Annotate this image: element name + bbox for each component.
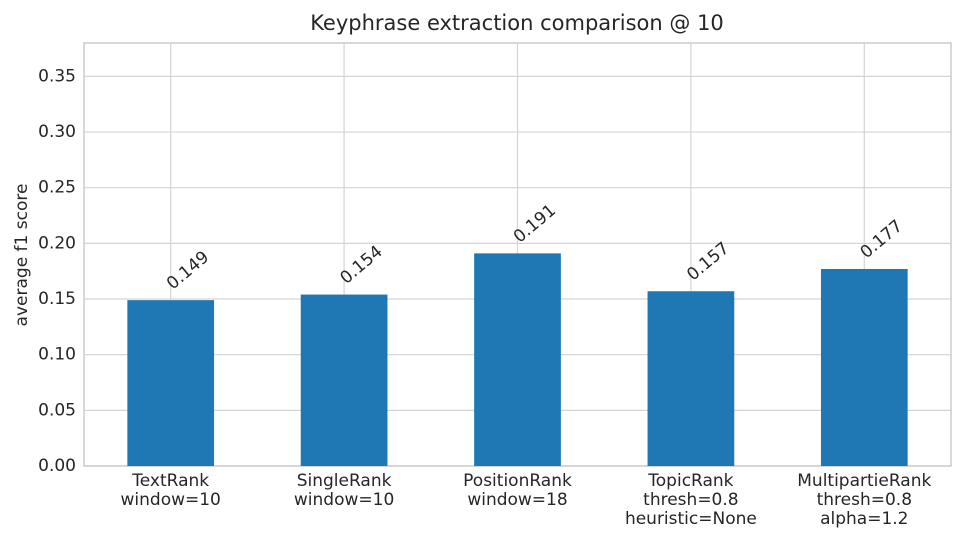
x-tick-label: TopicRank [647, 471, 733, 491]
x-tick-label: alpha=1.2 [820, 509, 908, 529]
x-tick-label: thresh=0.8 [817, 490, 912, 510]
y-tick-label: 0.30 [38, 122, 76, 142]
x-tick-label: window=10 [294, 490, 394, 510]
y-tick-label: 0.20 [38, 233, 76, 253]
x-tick-label: heuristic=None [625, 509, 757, 529]
y-tick-label: 0.35 [38, 66, 76, 86]
bar [647, 291, 735, 466]
x-tick-label: PositionRank [463, 471, 572, 491]
bar [300, 294, 388, 466]
y-tick-label: 0.10 [38, 345, 76, 365]
x-tick-label: TextRank [131, 471, 209, 491]
chart-title: Keyphrase extraction comparison @ 10 [310, 11, 724, 35]
x-tick-label: MultipartieRank [797, 471, 931, 491]
y-axis-label: average f1 score [12, 184, 32, 327]
bar [820, 268, 908, 466]
y-tick-label: 0.00 [38, 456, 76, 476]
x-tick-label: thresh=0.8 [643, 490, 738, 510]
y-tick-label: 0.25 [38, 178, 76, 198]
bar [474, 253, 561, 466]
y-tick-label: 0.15 [38, 289, 76, 309]
x-tick-label: window=18 [467, 490, 567, 510]
x-tick-label: SingleRank [297, 471, 392, 491]
y-tick-label: 0.05 [38, 400, 76, 420]
x-tick-label: window=10 [121, 490, 221, 510]
bar [127, 300, 215, 466]
